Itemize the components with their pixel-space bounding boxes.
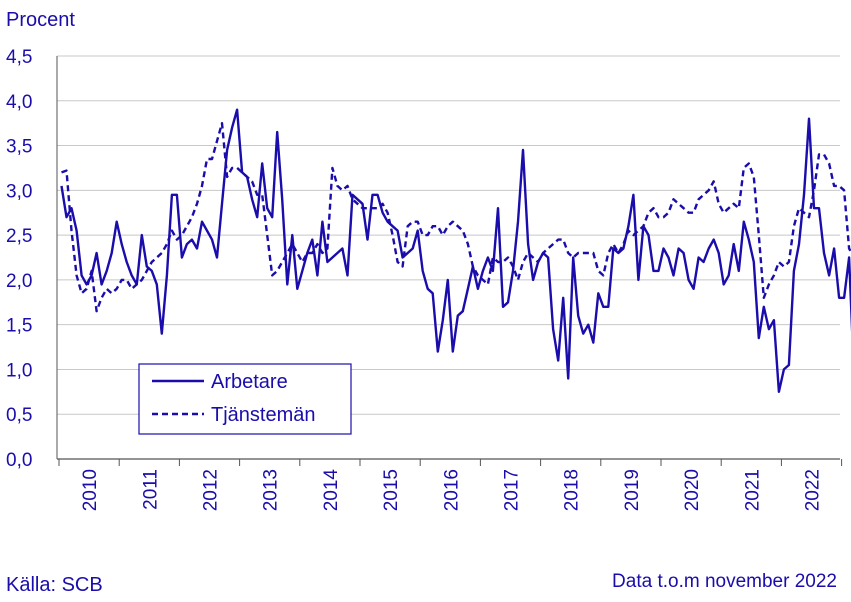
legend-label-tjanstemaen: Tjänstemän bbox=[211, 404, 316, 426]
x-tick-label: 2022 bbox=[803, 469, 824, 511]
x-tick-label: 2012 bbox=[201, 469, 222, 511]
axes bbox=[56, 56, 843, 466]
x-tick-label: 2018 bbox=[562, 469, 583, 511]
x-tick-label: 2010 bbox=[80, 469, 101, 511]
x-tick-label: 2021 bbox=[742, 469, 763, 511]
y-tick-label: 4,0 bbox=[6, 92, 32, 113]
y-tick-label: 2,5 bbox=[6, 226, 32, 247]
x-tick-label: 2017 bbox=[502, 469, 523, 511]
x-tick-label: 2011 bbox=[140, 469, 161, 510]
legend-box bbox=[138, 363, 352, 435]
series-line-tjanstemaen bbox=[61, 121, 851, 313]
y-tick-label: 1,0 bbox=[6, 360, 32, 381]
x-tick-label: 2016 bbox=[441, 469, 462, 511]
y-tick-label: 1,5 bbox=[6, 316, 32, 337]
y-tick-label: 3,5 bbox=[6, 137, 32, 158]
x-tick-label: 2020 bbox=[682, 469, 703, 511]
x-tick-labels: 2010 2011 2012 2013 2014 2015 2016 2017 2018 2019… bbox=[80, 469, 823, 512]
y-tick-label: 4,5 bbox=[6, 47, 32, 68]
x-tick-label: 2014 bbox=[321, 469, 342, 512]
series-line-arbetare bbox=[60, 108, 851, 393]
x-tick-label: 2019 bbox=[622, 469, 643, 511]
y-tick-label: 0,0 bbox=[6, 450, 32, 471]
x-tick-label: 2015 bbox=[381, 469, 402, 511]
data-period-note: Data t.o.m november 2022 bbox=[612, 571, 837, 592]
source-note: Källa: SCB bbox=[6, 574, 103, 596]
y-tick-labels: 0,0 0,5 1,0 1,5 2,0 2,5 3,0 3,5 4,0 4,5 bbox=[6, 47, 32, 471]
y-axis-label: Procent bbox=[6, 9, 75, 31]
y-tick-label: 3,0 bbox=[6, 181, 32, 202]
x-tick-label: 2013 bbox=[261, 469, 282, 511]
series-lines bbox=[60, 108, 851, 393]
legend-label-arbetare: Arbetare bbox=[211, 371, 288, 393]
y-tick-label: 0,5 bbox=[6, 405, 32, 426]
y-tick-label: 2,0 bbox=[6, 271, 32, 292]
legend: Arbetare Tjänstemän bbox=[138, 363, 352, 435]
